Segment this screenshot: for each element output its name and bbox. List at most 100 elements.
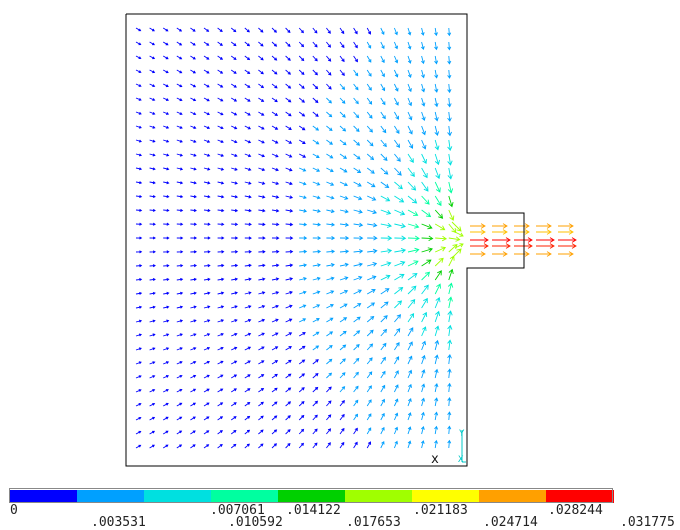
velocity-arrow	[298, 387, 305, 393]
velocity-arrow	[163, 250, 170, 254]
velocity-arrow	[299, 167, 307, 172]
legend-upper-label: .028244	[548, 503, 603, 518]
velocity-arrow	[135, 305, 143, 309]
velocity-arrow	[434, 223, 446, 231]
velocity-arrow	[434, 257, 444, 267]
coordinate-triad: Y X	[458, 429, 466, 465]
velocity-arrow	[258, 346, 265, 351]
velocity-arrow	[447, 181, 454, 194]
velocity-arrow	[447, 111, 452, 122]
velocity-arrow	[421, 55, 425, 65]
velocity-arrow	[217, 374, 224, 379]
velocity-arrow	[149, 83, 156, 87]
velocity-arrow	[353, 195, 363, 201]
velocity-arrow	[135, 69, 142, 73]
velocity-arrow	[149, 333, 156, 337]
velocity-arrow	[447, 296, 453, 309]
velocity-arrow	[366, 167, 375, 174]
velocity-arrow	[244, 55, 251, 61]
velocity-arrow	[393, 69, 399, 78]
velocity-arrow	[312, 442, 318, 449]
velocity-arrow	[394, 153, 401, 162]
velocity-arrow	[407, 383, 412, 393]
velocity-arrow	[149, 430, 156, 435]
velocity-arrow	[285, 27, 291, 34]
velocity-arrow	[258, 387, 265, 393]
velocity-arrow	[244, 153, 252, 158]
velocity-arrow	[190, 347, 197, 351]
velocity-arrow	[312, 400, 319, 407]
velocity-arrow	[258, 27, 264, 33]
x-axis-label: x	[431, 452, 439, 467]
velocity-arrow	[271, 346, 279, 351]
velocity-arrow	[366, 41, 372, 49]
velocity-arrow	[203, 139, 211, 143]
velocity-arrow	[135, 181, 143, 185]
velocity-arrow	[380, 97, 386, 106]
velocity-arrow	[230, 83, 237, 88]
velocity-arrow	[299, 181, 307, 186]
velocity-arrow	[271, 277, 280, 281]
velocity-arrow	[326, 303, 334, 309]
velocity-arrow	[271, 83, 278, 89]
velocity-arrow	[312, 153, 320, 159]
velocity-arrow	[434, 41, 438, 51]
velocity-arrow	[434, 425, 439, 435]
velocity-arrow	[149, 277, 156, 282]
velocity-arrow	[421, 97, 426, 107]
velocity-arrow	[394, 181, 403, 190]
velocity-arrow	[339, 344, 347, 351]
legend-swatch	[77, 490, 145, 503]
velocity-arrow	[271, 139, 279, 144]
velocity-arrow	[203, 195, 211, 199]
velocity-arrow	[339, 372, 346, 379]
velocity-arrow	[190, 111, 197, 116]
velocity-arrow	[231, 263, 239, 268]
velocity-arrow	[298, 83, 305, 89]
velocity-arrow	[366, 343, 374, 351]
velocity-arrow	[135, 97, 142, 101]
velocity-arrow	[326, 428, 332, 435]
velocity-arrow	[285, 111, 292, 117]
velocity-arrow	[231, 346, 238, 351]
velocity-arrow	[230, 111, 238, 116]
velocity-arrow	[244, 443, 250, 449]
velocity-arrow	[135, 333, 143, 337]
velocity-arrow	[217, 167, 225, 171]
velocity-arrow	[244, 250, 252, 254]
velocity-arrow	[339, 262, 349, 267]
velocity-arrow	[447, 353, 452, 365]
velocity-arrow	[353, 441, 358, 449]
velocity-arrow	[298, 125, 306, 131]
velocity-arrow	[190, 139, 197, 143]
velocity-arrow	[299, 277, 307, 281]
velocity-arrow	[190, 250, 198, 254]
velocity-arrow	[339, 441, 345, 449]
velocity-arrow	[231, 250, 239, 254]
velocity-arrow	[447, 153, 453, 166]
velocity-arrow	[271, 97, 278, 103]
velocity-arrow	[326, 276, 335, 281]
velocity-arrow	[420, 425, 425, 435]
velocity-arrow	[135, 236, 143, 240]
triad-y-label: Y	[459, 429, 465, 439]
velocity-arrow	[339, 83, 346, 90]
velocity-arrow	[149, 291, 156, 295]
velocity-arrow	[162, 444, 169, 449]
velocity-arrow	[434, 310, 441, 323]
velocity-arrow	[434, 111, 439, 122]
velocity-arrow	[217, 125, 224, 130]
velocity-arrow	[203, 69, 210, 74]
velocity-arrow	[176, 139, 183, 143]
velocity-arrow	[298, 414, 305, 421]
velocity-arrow	[394, 286, 404, 295]
velocity-arrow	[271, 208, 280, 213]
legend-lower-label: .024714	[483, 515, 538, 530]
velocity-arrow	[380, 342, 387, 351]
velocity-arrow	[326, 125, 333, 132]
velocity-arrow	[230, 55, 237, 60]
velocity-arrow	[339, 153, 348, 159]
velocity-arrow	[312, 111, 319, 117]
velocity-arrow	[407, 195, 418, 204]
velocity-arrow	[230, 402, 237, 407]
